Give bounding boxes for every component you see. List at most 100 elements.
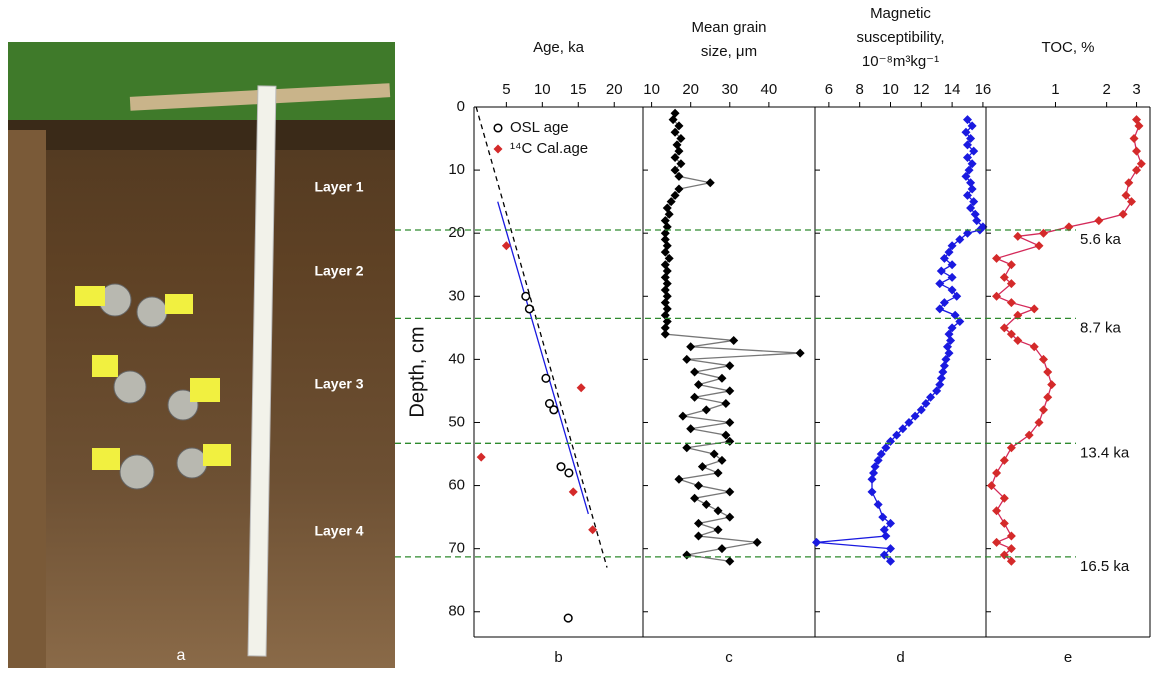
x-tick-label: 10: [643, 81, 660, 98]
y-tick-label: 0: [457, 98, 465, 115]
point: [725, 513, 734, 522]
point: [477, 453, 486, 462]
y-tick-label: 70: [448, 540, 465, 557]
point: [992, 468, 1001, 477]
point: [564, 614, 572, 622]
panel-title: susceptibility,: [856, 29, 944, 46]
point: [522, 292, 530, 300]
y-tick-label: 80: [448, 603, 465, 620]
topsoil: [8, 120, 395, 150]
point: [1007, 443, 1016, 452]
point: [494, 145, 503, 154]
point: [948, 285, 957, 294]
point: [868, 487, 877, 496]
point: [1000, 456, 1009, 465]
layer-label: Layer 2: [314, 263, 363, 279]
point: [577, 383, 586, 392]
point: [1132, 147, 1141, 156]
legend-label: ¹⁴C Cal.age: [510, 140, 588, 157]
panel-label: a: [177, 647, 186, 664]
point: [686, 424, 695, 433]
panel-title: TOC, %: [1041, 39, 1094, 56]
point: [1007, 298, 1016, 307]
x-tick-label: 12: [913, 81, 930, 98]
x-tick-label: 10: [882, 81, 899, 98]
point: [717, 374, 726, 383]
layer-label: Layer 3: [314, 376, 363, 392]
point: [690, 393, 699, 402]
y-tick-label: 60: [448, 477, 465, 494]
x-tick-label: 16: [975, 81, 992, 98]
point: [952, 292, 961, 301]
legend-label: OSL age: [510, 119, 569, 136]
panel-title: Mean grain: [691, 19, 766, 36]
y-tick-label: 50: [448, 413, 465, 430]
point: [1007, 532, 1016, 541]
x-tick-label: 6: [825, 81, 833, 98]
x-tick-label: 8: [856, 81, 864, 98]
trend-line: [498, 202, 589, 514]
point: [569, 487, 578, 496]
point: [881, 532, 890, 541]
point: [682, 550, 691, 559]
point: [968, 185, 977, 194]
point: [1124, 178, 1133, 187]
figure: Layer 1 Layer 2 Layer 3 Layer 4 a Depth,…: [0, 0, 1154, 673]
point: [938, 368, 947, 377]
horizon-label: 16.5 ka: [1080, 558, 1130, 575]
point: [1043, 368, 1052, 377]
point: [542, 375, 550, 383]
panel-title: size, μm: [701, 43, 757, 60]
point: [868, 475, 877, 484]
point: [1047, 380, 1056, 389]
panel-label: d: [896, 649, 904, 666]
point: [694, 481, 703, 490]
point: [661, 330, 670, 339]
point: [874, 500, 883, 509]
grass: [8, 42, 395, 122]
panel-title: Age, ka: [533, 39, 585, 56]
point: [717, 544, 726, 553]
layer-label: Layer 4: [314, 523, 363, 539]
point: [992, 538, 1001, 547]
point: [937, 374, 946, 383]
point: [714, 525, 723, 534]
point: [714, 468, 723, 477]
point: [674, 475, 683, 484]
point: [557, 463, 565, 471]
horizon-label: 13.4 ka: [1080, 444, 1130, 461]
y-axis-title: Depth, cm: [406, 326, 428, 417]
point: [971, 210, 980, 219]
point: [1039, 405, 1048, 414]
point: [698, 462, 707, 471]
point: [694, 380, 703, 389]
point: [935, 304, 944, 313]
point: [725, 418, 734, 427]
point: [1000, 519, 1009, 528]
point: [1043, 393, 1052, 402]
point: [1013, 232, 1022, 241]
x-tick-label: 40: [761, 81, 778, 98]
y-tick-label: 10: [448, 161, 465, 178]
x-tick-label: 15: [570, 81, 587, 98]
x-tick-label: 14: [944, 81, 961, 98]
point: [702, 405, 711, 414]
point: [494, 124, 502, 132]
point: [690, 494, 699, 503]
point: [1007, 260, 1016, 269]
point: [963, 115, 972, 124]
point: [694, 519, 703, 528]
point: [935, 279, 944, 288]
point: [940, 361, 949, 370]
point: [725, 557, 734, 566]
point: [725, 487, 734, 496]
x-tick-label: 10: [534, 81, 551, 98]
point: [812, 538, 821, 547]
y-tick-label: 40: [448, 350, 465, 367]
x-tick-label: 3: [1132, 81, 1140, 98]
point: [948, 273, 957, 282]
x-tick-label: 1: [1051, 81, 1059, 98]
point: [753, 538, 762, 547]
point: [690, 368, 699, 377]
point: [729, 336, 738, 345]
